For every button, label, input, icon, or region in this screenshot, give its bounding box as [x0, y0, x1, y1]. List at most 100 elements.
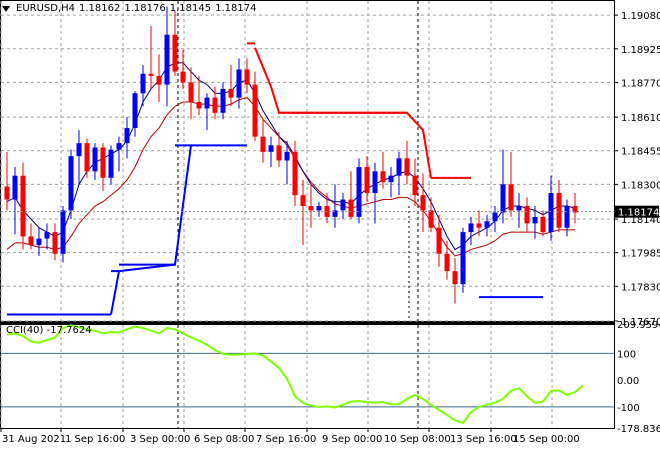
candle-body — [428, 210, 434, 228]
candle — [228, 65, 234, 107]
candle-body — [12, 175, 18, 200]
candle-body — [412, 175, 418, 196]
candle-body — [380, 171, 386, 183]
axes: 1.19080 1.18925 1.18770 1.18610 1.18455 1.183… — [0, 11, 660, 445]
candle — [372, 162, 378, 224]
candle — [4, 151, 10, 211]
candle — [148, 26, 154, 89]
candle-body — [396, 158, 402, 176]
candle — [100, 143, 106, 191]
candle-body — [4, 186, 10, 200]
candle-body — [516, 206, 522, 211]
candle-body — [76, 143, 82, 157]
candle-body — [556, 193, 562, 228]
candle — [436, 214, 442, 267]
candle-body — [100, 147, 106, 178]
cci-panel-frame — [0, 324, 615, 429]
candle-body — [220, 88, 226, 113]
ma-fast-line — [6, 62, 576, 251]
close-price: 1.18174 — [215, 3, 257, 14]
candle-body — [204, 97, 210, 109]
candle — [484, 214, 490, 237]
candle — [124, 117, 130, 159]
candle — [268, 136, 274, 168]
price-tick-label: 1.17985 — [621, 249, 660, 260]
candle-body — [308, 206, 314, 211]
candle-body — [108, 149, 114, 178]
candle-body — [564, 206, 570, 228]
candle — [388, 167, 394, 198]
candle — [572, 193, 578, 224]
current-price-badge — [615, 205, 659, 218]
candle-body — [340, 199, 346, 211]
price-tick-label: 1.17830 — [621, 282, 660, 293]
chart-header: EURUSD,H4 1.18162 1.18176 1.18145 1.1817… — [2, 3, 256, 14]
candle — [212, 86, 218, 120]
candle-body — [348, 199, 354, 217]
candle — [60, 206, 66, 263]
candle — [52, 223, 58, 261]
candle — [468, 216, 474, 246]
candle — [188, 67, 194, 120]
candle-body — [404, 158, 410, 176]
candle-body — [244, 69, 250, 85]
candle-body — [500, 184, 506, 213]
price-tick-label: 1.19080 — [621, 11, 660, 22]
candle-body — [420, 195, 426, 211]
candle — [44, 223, 50, 250]
candle — [396, 151, 402, 196]
candle — [28, 223, 34, 250]
candle-body — [124, 127, 130, 144]
candle-body — [484, 221, 490, 228]
candle — [84, 138, 90, 178]
candle-body — [116, 143, 122, 150]
candle-body — [196, 101, 202, 109]
candle — [68, 149, 74, 220]
candle — [252, 71, 258, 141]
candle-body — [44, 232, 50, 239]
price-tick-label: 1.18610 — [621, 113, 660, 124]
stop-down-ramp — [254, 47, 432, 179]
symbol-timeframe: EURUSD,H4 — [16, 3, 76, 14]
candle-body — [492, 212, 498, 222]
candle-body — [68, 156, 74, 211]
candle-body — [172, 34, 178, 72]
candle — [180, 49, 186, 89]
cci-axis-label: -100 — [617, 403, 640, 414]
candles[interactable] — [4, 6, 578, 304]
candle — [428, 197, 434, 233]
candle — [76, 130, 82, 185]
candle — [244, 58, 250, 94]
candle — [380, 151, 386, 189]
candle — [452, 258, 458, 304]
candle-body — [92, 147, 98, 172]
candle-body — [180, 71, 186, 83]
low-price: 1.18145 — [169, 3, 212, 14]
candle — [356, 158, 362, 224]
price-tick-label: 1.18455 — [621, 147, 660, 158]
ma-slow-line — [6, 97, 575, 257]
candle-body — [52, 232, 58, 254]
candle-body — [508, 184, 514, 211]
candle-body — [60, 210, 66, 254]
candle-body — [436, 227, 442, 254]
candle — [420, 173, 426, 233]
candle — [276, 132, 282, 168]
candle — [500, 149, 506, 224]
price-tick-label: 1.18140 — [621, 215, 660, 226]
candle — [412, 158, 418, 207]
candle-body — [212, 97, 218, 113]
time-tick-label: 7 Sep 16:00 — [256, 434, 316, 445]
cci-axis-label: 0.00 — [617, 376, 639, 387]
dropdown-triangle-icon[interactable] — [2, 5, 10, 12]
moving-averages — [6, 62, 576, 257]
candle-body — [548, 193, 554, 233]
candle-body — [444, 253, 450, 272]
candle — [476, 210, 482, 237]
price-tick-label: 1.18925 — [621, 45, 660, 56]
candle-body — [460, 232, 466, 285]
candle-body — [372, 171, 378, 194]
cci-panel — [6, 324, 584, 425]
time-tick-label: 3 Sep 00:00 — [130, 434, 190, 445]
